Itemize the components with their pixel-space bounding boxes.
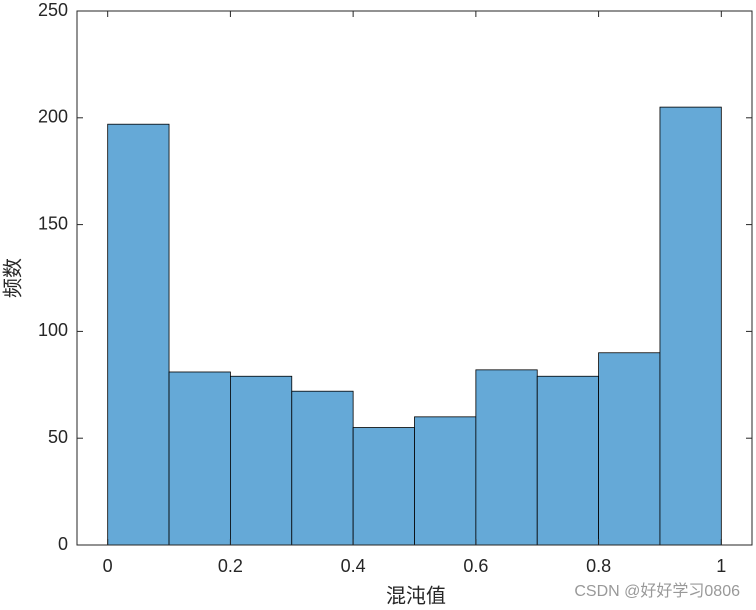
bar xyxy=(352,427,415,546)
x-tick-label: 0.8 xyxy=(586,556,611,576)
bar xyxy=(598,352,661,546)
y-tick-label: 50 xyxy=(48,427,68,447)
watermark: CSDN @好好学习0806 xyxy=(574,582,740,600)
y-tick-label: 200 xyxy=(38,107,68,127)
bar xyxy=(168,371,231,546)
y-tick-label: 150 xyxy=(38,213,68,233)
y-axis-title: 频数 xyxy=(1,258,25,298)
bar xyxy=(659,106,722,546)
bar xyxy=(414,416,477,546)
y-tick-label: 0 xyxy=(58,534,68,554)
bar xyxy=(230,375,293,546)
x-tick-label: 0 xyxy=(103,556,113,576)
bar xyxy=(107,123,170,546)
y-tick-label: 100 xyxy=(38,320,68,340)
x-tick-label: 1 xyxy=(716,556,726,576)
bar xyxy=(536,375,599,546)
x-tick-label: 0.4 xyxy=(341,556,366,576)
x-tick-label: 0.2 xyxy=(218,556,243,576)
y-tick-label: 250 xyxy=(38,0,68,20)
x-tick-label: 0.6 xyxy=(463,556,488,576)
axes-box xyxy=(76,10,753,546)
bar xyxy=(291,390,354,546)
x-axis-title: 混沌值 xyxy=(386,584,446,608)
bar xyxy=(475,369,538,546)
